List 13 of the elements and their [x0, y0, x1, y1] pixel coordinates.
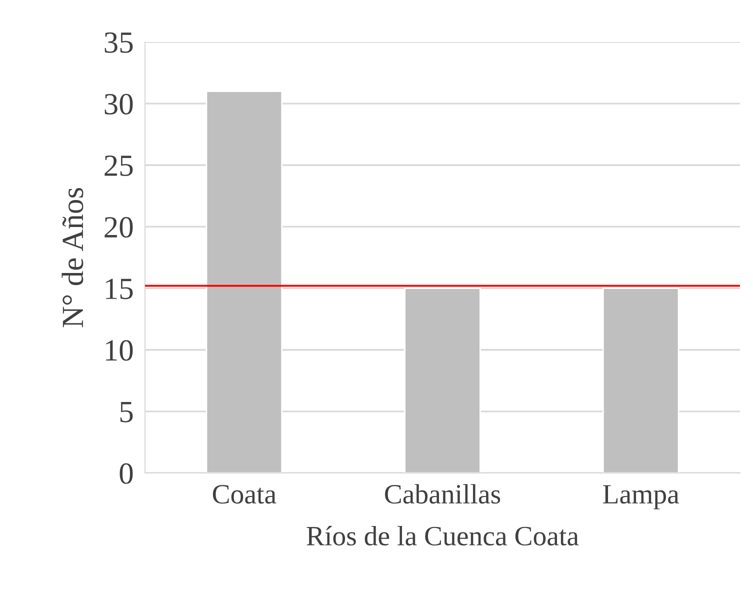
x-tick-label: Cabanillas [385, 484, 500, 504]
y-tick-label: 15 [106, 278, 133, 300]
y-tick-label: 0 [120, 463, 133, 484]
x-tick-label: Coata [212, 484, 276, 504]
y-tick-label: 30 [104, 94, 133, 114]
y-tick-label: 25 [104, 156, 133, 176]
y-tick-label: 35 [104, 32, 133, 53]
x-axis-title: Ríos de la Cuenca Coata [306, 526, 579, 546]
y-tick-label: 10 [106, 340, 133, 361]
y-tick-label: 20 [104, 216, 133, 238]
y-tick-label: 5 [120, 402, 133, 422]
y-axis-title: N° de Años [62, 188, 84, 328]
x-tick-label: Lampa [603, 485, 680, 510]
